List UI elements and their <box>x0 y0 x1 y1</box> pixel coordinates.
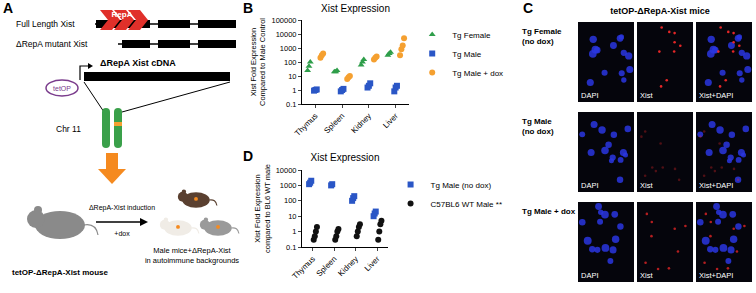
svg-text:0.1: 0.1 <box>286 243 296 252</box>
svg-text:Tg Female: Tg Female <box>452 31 491 40</box>
svg-text:Liver: Liver <box>381 111 400 130</box>
svg-text:Xist+DAPI: Xist+DAPI <box>699 91 733 100</box>
html-text:B: B <box>243 0 254 16</box>
svg-text:Kidney: Kidney <box>349 111 373 135</box>
svg-text:Xist: Xist <box>640 91 653 100</box>
svg-text:Tg Male (no dox): Tg Male (no dox) <box>431 181 492 190</box>
svg-text:Tg Male + dox: Tg Male + dox <box>522 207 576 216</box>
svg-text:100: 100 <box>284 58 297 67</box>
svg-text:Spleen: Spleen <box>322 111 346 135</box>
svg-text:Xist Fold ExpressionCompared t: Xist Fold ExpressionCompared to Male Con… <box>249 18 268 106</box>
svg-text:DAPI: DAPI <box>581 181 599 190</box>
svg-text:RepA: RepA <box>112 10 133 19</box>
svg-text:tetOP: tetOP <box>53 85 71 92</box>
svg-text:ΔRepA mutant Xist: ΔRepA mutant Xist <box>16 39 88 49</box>
html-text:D: D <box>243 148 254 164</box>
svg-text:Chr 11: Chr 11 <box>56 124 81 134</box>
svg-text:0.1: 0.1 <box>286 100 296 109</box>
svg-text:Xist+DAPI: Xist+DAPI <box>699 271 733 280</box>
svg-text:Xist: Xist <box>640 271 653 280</box>
svg-text:Tg Male: Tg Male <box>452 50 481 59</box>
svg-text:ΔRepA-Xist induction: ΔRepA-Xist induction <box>89 204 155 212</box>
svg-text:10000: 10000 <box>276 30 297 39</box>
svg-text:+dox: +dox <box>114 230 130 237</box>
svg-text:Xist Expression: Xist Expression <box>311 152 380 163</box>
svg-text:1000: 1000 <box>280 44 297 53</box>
svg-text:DAPI: DAPI <box>581 91 599 100</box>
svg-text:Tg Female: Tg Female <box>522 27 562 36</box>
svg-text:100: 100 <box>284 196 297 205</box>
svg-text:Xist Fold Expressioncompared t: Xist Fold Expressioncompared to BL6 WT m… <box>253 164 272 253</box>
svg-text:tetOP-ΔRepA-Xist mice: tetOP-ΔRepA-Xist mice <box>610 6 710 16</box>
svg-text:in autoimmune backgrounds: in autoimmune backgrounds <box>145 256 239 265</box>
svg-text:tetOP-ΔRepA-Xist mouse: tetOP-ΔRepA-Xist mouse <box>12 268 109 277</box>
svg-text:ΔRepA Xist cDNA: ΔRepA Xist cDNA <box>100 58 176 68</box>
svg-text:10000: 10000 <box>276 166 297 175</box>
svg-text:1: 1 <box>292 227 296 236</box>
svg-text:C57BL6 WT Male **: C57BL6 WT Male ** <box>431 200 502 209</box>
svg-text:Tg Male: Tg Male <box>522 117 552 126</box>
svg-text:Thymus: Thymus <box>293 111 319 137</box>
svg-text:Xist+DAPI: Xist+DAPI <box>699 181 733 190</box>
svg-text:Tg Male + dox: Tg Male + dox <box>452 69 503 78</box>
svg-text:Xist Expression: Xist Expression <box>321 3 390 14</box>
svg-text:Liver: Liver <box>363 254 382 273</box>
html-text:C: C <box>523 0 534 16</box>
svg-text:10: 10 <box>288 212 296 221</box>
html-text:A: A <box>3 0 14 16</box>
svg-text:1000: 1000 <box>280 181 297 190</box>
svg-text:Full Length Xist: Full Length Xist <box>16 19 75 29</box>
svg-text:1: 1 <box>292 86 296 95</box>
svg-text:Male mice+ΔRepA-Xist: Male mice+ΔRepA-Xist <box>153 246 231 255</box>
svg-text:Thymus: Thymus <box>291 254 317 280</box>
svg-text:10: 10 <box>288 72 296 81</box>
svg-text:(no dox): (no dox) <box>522 37 554 46</box>
svg-text:Xist: Xist <box>640 181 653 190</box>
svg-text:100000: 100000 <box>271 16 296 25</box>
svg-text:(no dox): (no dox) <box>522 127 554 136</box>
svg-text:Kidney: Kidney <box>336 254 360 278</box>
svg-text:Spleen: Spleen <box>315 254 339 278</box>
svg-text:DAPI: DAPI <box>581 271 599 280</box>
